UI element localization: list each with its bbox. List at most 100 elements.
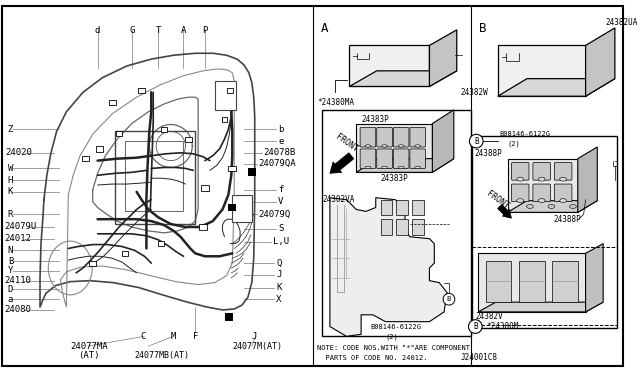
Text: FRONT: FRONT [334, 132, 360, 154]
Text: T: T [156, 26, 161, 35]
Text: B08146-6122G: B08146-6122G [500, 131, 550, 137]
Polygon shape [478, 302, 603, 312]
Circle shape [468, 320, 482, 333]
Bar [396, 219, 408, 235]
Polygon shape [508, 159, 578, 212]
FancyBboxPatch shape [554, 184, 572, 202]
FancyBboxPatch shape [511, 184, 529, 202]
Bar [552, 261, 578, 302]
Text: P: P [202, 26, 207, 35]
Text: Q: Q [276, 259, 282, 267]
Ellipse shape [570, 205, 576, 208]
Polygon shape [586, 244, 603, 312]
Text: F: F [193, 332, 198, 341]
Bar [228, 203, 236, 211]
Ellipse shape [381, 166, 387, 169]
Text: *24380MA: *24380MA [317, 97, 354, 106]
Text: PARTS OF CODE NO. 24012.: PARTS OF CODE NO. 24012. [317, 355, 428, 361]
Bar [412, 200, 424, 215]
Text: N: N [8, 246, 13, 255]
Polygon shape [356, 159, 454, 172]
Ellipse shape [560, 177, 566, 181]
Ellipse shape [415, 166, 420, 169]
Ellipse shape [527, 205, 533, 208]
Text: 24110: 24110 [4, 276, 31, 285]
Bar [519, 261, 545, 302]
FancyBboxPatch shape [394, 149, 409, 169]
Polygon shape [330, 198, 447, 336]
Text: 24080: 24080 [4, 305, 31, 314]
Text: M: M [171, 332, 177, 341]
Text: V: V [278, 197, 284, 206]
Bar [228, 166, 236, 171]
Bar [472, 247, 617, 325]
Text: C: C [141, 332, 146, 341]
Circle shape [443, 294, 455, 305]
Text: B: B [474, 137, 479, 145]
Text: W: W [8, 164, 13, 173]
Bar [90, 261, 96, 266]
Ellipse shape [560, 199, 566, 203]
Bar [221, 117, 227, 122]
Text: *24380M: *24380M [486, 322, 518, 331]
Bar [486, 261, 511, 302]
FancyBboxPatch shape [410, 149, 426, 169]
Text: A: A [180, 26, 186, 35]
Bar [83, 156, 90, 161]
Text: 24079QA: 24079QA [259, 159, 296, 168]
Text: B: B [447, 296, 451, 302]
Text: Z: Z [8, 125, 13, 134]
Bar [227, 88, 233, 93]
Ellipse shape [398, 166, 404, 169]
Text: 24382V: 24382V [476, 312, 503, 321]
Text: 24388P: 24388P [554, 215, 582, 224]
Bar [161, 127, 168, 132]
Bar [115, 131, 195, 224]
FancyArrow shape [330, 153, 354, 173]
Ellipse shape [516, 177, 524, 181]
Bar [472, 136, 617, 328]
Bar [381, 200, 392, 215]
Bar [95, 146, 104, 152]
Text: B: B [8, 257, 13, 266]
Text: H: H [8, 176, 13, 185]
Text: 24383P: 24383P [361, 115, 389, 124]
Ellipse shape [548, 205, 555, 208]
Text: J: J [276, 270, 282, 279]
Bar [125, 141, 184, 211]
Bar [322, 110, 472, 336]
Polygon shape [356, 124, 433, 172]
Polygon shape [429, 30, 457, 86]
Bar [138, 88, 145, 93]
Text: G: G [129, 26, 134, 35]
Text: 24383P: 24383P [381, 174, 408, 183]
Polygon shape [498, 45, 586, 96]
Text: A: A [321, 22, 328, 35]
Ellipse shape [415, 145, 420, 147]
Circle shape [470, 134, 483, 148]
Bar [116, 131, 122, 136]
Ellipse shape [381, 145, 387, 147]
FancyBboxPatch shape [533, 163, 550, 180]
Bar [185, 137, 192, 142]
Ellipse shape [516, 199, 524, 203]
Text: B: B [479, 22, 486, 35]
Text: X: X [276, 295, 282, 304]
Text: (2): (2) [508, 141, 520, 147]
Text: B08146-6122G: B08146-6122G [371, 324, 422, 330]
Ellipse shape [365, 145, 371, 147]
Bar [412, 219, 424, 235]
Text: 24382UA: 24382UA [605, 17, 637, 26]
Ellipse shape [398, 145, 404, 147]
FancyBboxPatch shape [360, 128, 376, 147]
FancyBboxPatch shape [394, 128, 409, 147]
Polygon shape [349, 45, 429, 86]
Bar [199, 224, 207, 230]
Text: 24382W: 24382W [461, 88, 488, 97]
Text: S: S [278, 224, 284, 234]
Text: 24078B: 24078B [264, 148, 296, 157]
Bar [225, 313, 233, 321]
Ellipse shape [538, 177, 545, 181]
Text: 24079U: 24079U [4, 222, 36, 231]
Text: b: b [278, 125, 284, 134]
